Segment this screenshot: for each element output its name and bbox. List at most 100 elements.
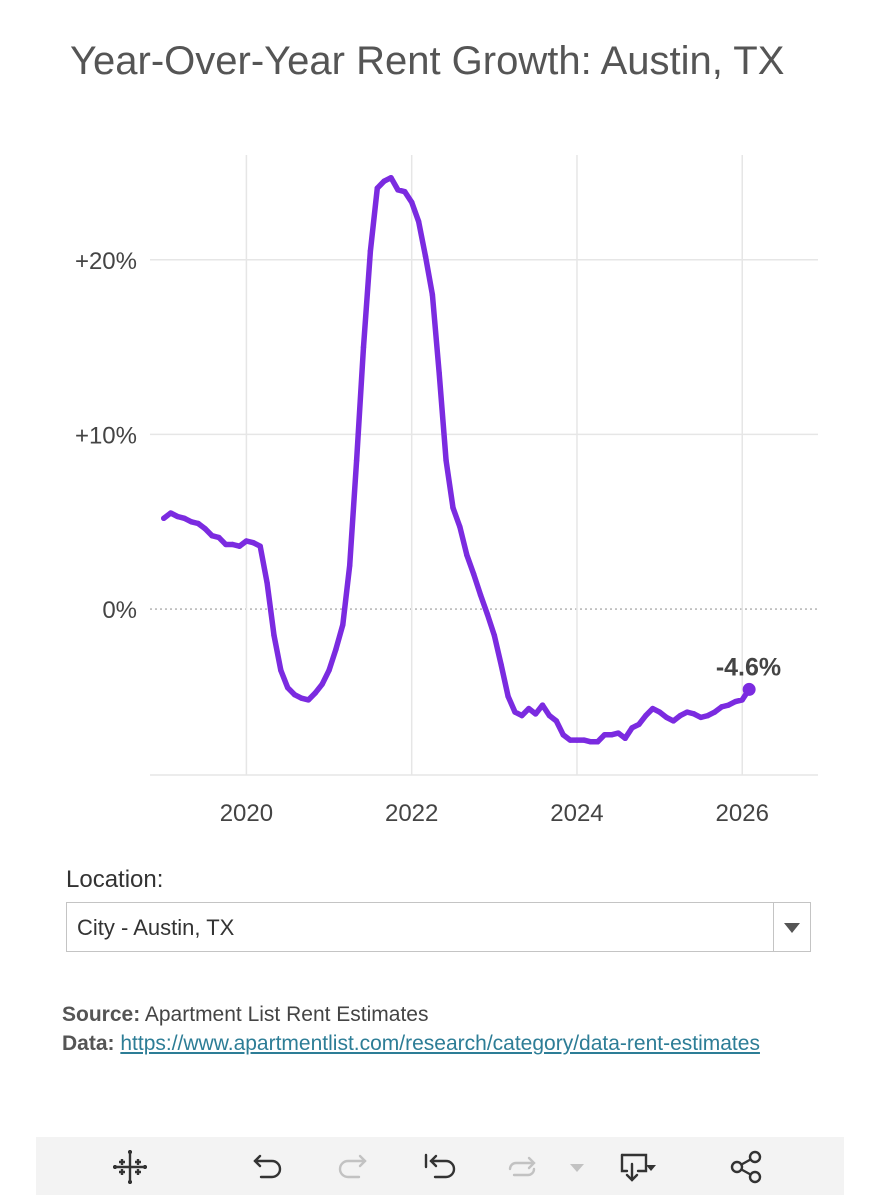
data-point [615, 730, 621, 736]
redo-icon[interactable] [334, 1147, 374, 1187]
data-label: -4.6% [716, 653, 781, 681]
data-point [216, 534, 222, 541]
data-point [656, 709, 663, 715]
data-point [526, 705, 532, 712]
data-point [484, 611, 491, 618]
source-text: Apartment List Rent Estimates [144, 1003, 429, 1026]
data-point [229, 541, 236, 548]
annotation-layer: -4.6% [716, 653, 781, 696]
x-axis: 2020 2022 2024 2026 [220, 800, 769, 827]
location-dropdown-button[interactable] [773, 903, 810, 951]
x-tick-label: 2022 [385, 800, 438, 827]
data-point [422, 253, 429, 259]
data-point [601, 732, 608, 738]
data-point [636, 721, 642, 728]
data-point [347, 562, 353, 569]
data-point [491, 632, 498, 638]
data-point [415, 218, 422, 225]
data-point [340, 622, 346, 628]
share-icon[interactable] [726, 1147, 766, 1187]
data-point [278, 667, 284, 673]
data-point [739, 697, 745, 703]
data-point [532, 711, 539, 717]
data-point [429, 292, 436, 298]
grid [150, 155, 818, 776]
data-point [174, 513, 181, 520]
x-tick-label: 2024 [550, 800, 603, 827]
data-point [360, 344, 367, 350]
data-point [209, 533, 215, 539]
data-point [236, 543, 243, 549]
data-point [698, 714, 704, 721]
chart-title: Year-Over-Year Rent Growth: Austin, TX [70, 39, 785, 83]
refresh-icon[interactable] [502, 1147, 542, 1187]
data-point [684, 709, 690, 715]
viz-toolbar [36, 1137, 844, 1195]
location-label: Location: [66, 866, 164, 893]
data-point [305, 697, 312, 703]
data-point [588, 739, 594, 745]
data-point [712, 709, 718, 715]
data-link[interactable]: https://www.apartmentlist.com/research/c… [120, 1032, 760, 1055]
data-point [167, 510, 174, 516]
data-point [223, 541, 229, 548]
y-tick-label: +10% [75, 422, 137, 449]
download-icon[interactable] [616, 1147, 656, 1187]
data-point [553, 718, 560, 724]
data-point [519, 712, 525, 719]
data-point [629, 725, 635, 731]
data-label: Data: [62, 1032, 115, 1055]
data-point [477, 592, 484, 598]
data-point [594, 739, 601, 745]
data-point [505, 693, 511, 700]
source-line: Source: Apartment List Rent Estimates [62, 1000, 822, 1029]
data-point [670, 718, 677, 724]
data-point [705, 712, 711, 719]
location-select-value: City - Austin, TX [77, 915, 235, 940]
data-point [470, 571, 477, 577]
series-layer [161, 174, 752, 745]
data-point [298, 695, 305, 701]
data-point [161, 515, 167, 521]
data-point [264, 580, 270, 586]
data-point [512, 709, 518, 715]
data-point [188, 519, 195, 525]
data-point [622, 735, 628, 742]
data-point [408, 199, 415, 205]
data-point [367, 248, 374, 254]
data-point [574, 737, 580, 743]
data-point [312, 690, 318, 696]
data-point [243, 538, 250, 544]
data-point [457, 524, 463, 530]
data-point [663, 714, 670, 721]
data-point [677, 712, 683, 719]
chevron-down-icon [784, 923, 800, 933]
data-point [326, 667, 332, 673]
data-point [498, 662, 504, 668]
source-label: Source: [62, 1003, 141, 1026]
data-point [333, 646, 339, 652]
data-point [374, 185, 380, 191]
data-point [560, 732, 566, 738]
data-point [381, 178, 387, 184]
data-point [195, 520, 201, 527]
data-point [643, 712, 649, 719]
data-line: Data: https://www.apartmentlist.com/rese… [62, 1029, 822, 1058]
data-point [353, 457, 360, 464]
data-point [546, 712, 553, 719]
data-point [202, 526, 208, 532]
data-point [725, 702, 732, 708]
revert-icon[interactable] [420, 1147, 460, 1187]
y-axis: +20% +10% 0% [75, 248, 137, 624]
x-tick-label: 2020 [220, 800, 273, 827]
undo-icon[interactable] [246, 1147, 286, 1187]
data-point [257, 543, 263, 549]
line-chart: +20% +10% 0% 2020 2022 2024 2026 -4.6% [75, 155, 818, 827]
data-point [732, 698, 739, 705]
location-select[interactable]: City - Austin, TX [66, 902, 811, 952]
tableau-logo-icon[interactable] [110, 1147, 150, 1187]
data-point [271, 632, 277, 638]
dropdown-icon[interactable] [557, 1147, 597, 1187]
data-point [395, 187, 401, 193]
end-point-marker [742, 682, 756, 696]
